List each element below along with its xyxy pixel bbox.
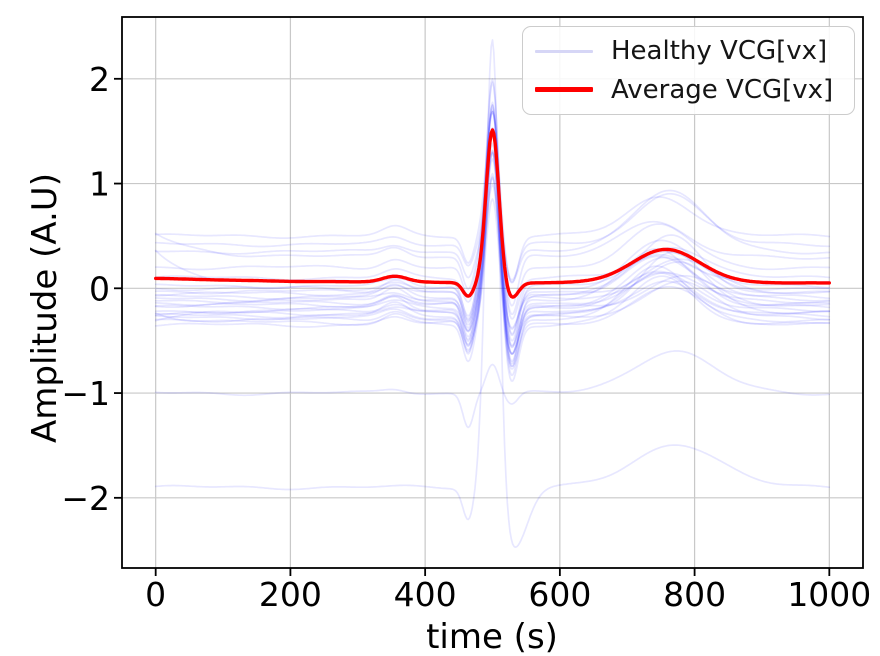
healthy-trace [154,110,831,284]
healthy-trace [154,151,831,283]
legend-label-average: Average VCG[vx] [611,74,834,105]
x-tick-label: 200 [259,575,322,614]
healthy-trace [154,104,831,335]
healthy-trace [154,172,831,355]
x-tick-label: 800 [663,575,726,614]
healthy-trace [154,78,831,349]
x-tick-label: 600 [528,575,591,614]
healthy-trace [154,184,831,329]
healthy-trace [154,176,831,348]
y-tick-label: −2 [61,479,110,518]
healthy-trace [154,158,831,330]
healthy-trace [154,152,831,355]
healthy-trace [154,350,831,429]
healthy-trace [154,101,831,367]
healthy-trace [154,104,831,365]
healthy-trace [154,135,831,281]
average-line-swatch [535,87,593,93]
legend-entry-healthy: Healthy VCG[vx] [535,33,840,69]
average-trace [154,128,831,299]
healthy-trace [154,108,831,316]
plot-border [121,16,864,569]
healthy-line-swatch [535,49,593,53]
y-axis-label: Amplitude (A.U) [25,173,65,443]
healthy-trace [154,175,831,370]
legend-box: Healthy VCG[vx] Average VCG[vx] [522,26,855,115]
healthy-trace [154,110,831,320]
legend-entry-average: Average VCG[vx] [535,72,840,108]
healthy-trace [154,39,831,549]
y-tick-label: 0 [89,269,110,308]
y-tick-label: −1 [61,374,110,413]
x-tick-label: 0 [145,575,166,614]
legend-label-healthy: Healthy VCG[vx] [611,36,828,67]
healthy-trace [154,150,831,368]
x-tick-label: 1000 [787,575,871,614]
x-axis-label: time (s) [426,617,558,656]
healthy-trace [154,142,831,382]
healthy-trace [154,149,831,347]
healthy-trace [154,198,831,355]
y-tick-label: 2 [89,60,110,99]
x-tick-label: 400 [394,575,457,614]
y-tick-label: 1 [89,165,110,204]
healthy-trace [154,110,831,307]
